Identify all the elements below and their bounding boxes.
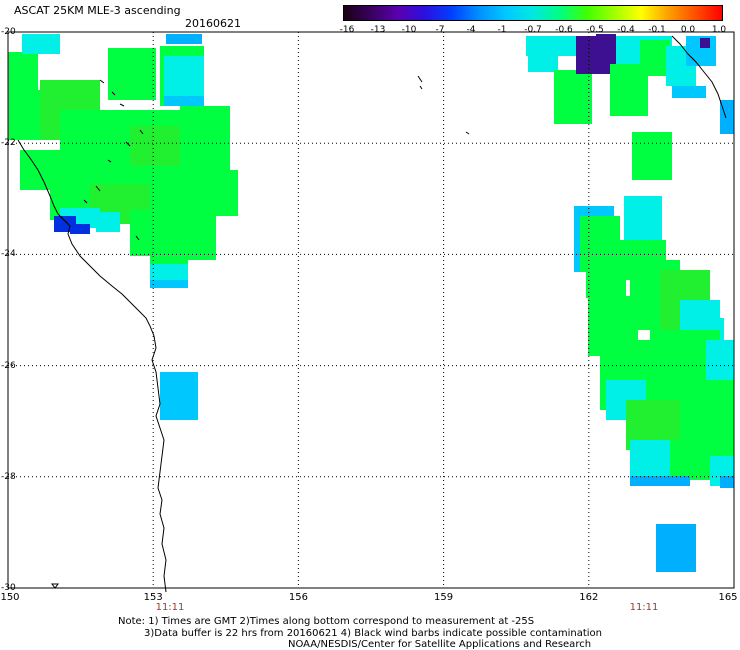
- wind-cell: [700, 38, 710, 48]
- wind-cell: [526, 36, 576, 56]
- note-line-3: NOAA/NESDIS/Center for Satellite Applica…: [288, 639, 592, 650]
- longitude-label: 156: [288, 592, 308, 603]
- latitude-label: -20: [1, 27, 16, 37]
- longitude-label: 162: [579, 592, 599, 603]
- latitude-label: -30: [1, 583, 16, 593]
- colorbar-label: 0.0: [680, 25, 696, 35]
- wind-cell: [150, 264, 188, 280]
- colorbar-label: -0.1: [648, 25, 666, 35]
- latitude-label: -26: [1, 360, 16, 371]
- wind-cell: [586, 268, 626, 298]
- map-title: ASCAT 25KM MLE-3 ascending: [14, 4, 181, 17]
- latitude-label: -24: [1, 249, 16, 260]
- wind-cell: [96, 212, 120, 232]
- map-date: 20160621: [185, 17, 241, 30]
- longitude-label: 150: [0, 592, 20, 603]
- colorbar-label: -0.7: [524, 25, 542, 35]
- map-frame: [7, 31, 735, 589]
- wind-cell: [528, 56, 558, 72]
- colorbar-label: -16: [339, 25, 355, 35]
- time-label-right: 11:11: [629, 602, 659, 613]
- reef-marks: [51, 75, 470, 589]
- wind-cell: [150, 170, 238, 216]
- wind-cell: [554, 70, 592, 124]
- colorbar-label: -0.4: [617, 25, 635, 35]
- time-label-left: 11:11: [155, 602, 185, 613]
- wind-cell: [150, 248, 188, 266]
- latitude-label: -28: [1, 471, 16, 482]
- wind-cell: [720, 100, 734, 134]
- wind-cell: [720, 476, 734, 488]
- wind-cell: [670, 440, 710, 480]
- colorbar-label: -0.5: [586, 25, 604, 35]
- wind-cell: [164, 56, 204, 96]
- colorbar-label: -13: [370, 25, 386, 35]
- wind-cell: [580, 216, 620, 272]
- wind-cell: [160, 372, 198, 420]
- australia-coastline: [17, 139, 167, 593]
- colorbar-label: -10: [401, 25, 417, 35]
- wind-cell: [180, 106, 230, 176]
- wind-cell: [130, 126, 184, 166]
- wind-cell: [166, 34, 202, 44]
- wind-cell: [596, 34, 616, 44]
- note-line-1: Note: 1) Times are GMT 2)Times along bot…: [118, 616, 535, 627]
- wind-swaths: [8, 34, 734, 572]
- wind-cell: [640, 40, 670, 76]
- latitude-label: -22: [1, 138, 16, 149]
- note-line-2: 3)Data buffer is 22 hrs from 20160621 4)…: [144, 628, 602, 639]
- colorbar-label: -4: [466, 25, 476, 35]
- wind-cell: [632, 132, 672, 180]
- wind-cell: [630, 476, 690, 486]
- coast-islands: [83, 79, 144, 204]
- longitude-label: 153: [143, 592, 163, 603]
- longitude-label: 165: [718, 592, 738, 603]
- new-caledonia-coastline: [671, 35, 727, 119]
- colorbar-label: 1.0: [711, 25, 727, 35]
- colorbar-label: -1: [497, 25, 507, 35]
- wind-cell: [186, 216, 216, 260]
- wind-cell: [164, 96, 204, 106]
- colorbar-label: -0.6: [555, 25, 573, 35]
- coastline: [17, 35, 727, 593]
- wind-cell: [150, 280, 188, 288]
- colorbar: [343, 5, 723, 21]
- wind-cell: [108, 48, 156, 100]
- wind-cell: [672, 86, 706, 98]
- colorbar-label: -7: [435, 25, 445, 35]
- longitude-label: 159: [434, 592, 454, 603]
- wind-cell: [624, 196, 662, 246]
- wind-cell: [656, 524, 696, 572]
- wind-cell: [70, 224, 90, 234]
- wind-cell: [22, 34, 60, 54]
